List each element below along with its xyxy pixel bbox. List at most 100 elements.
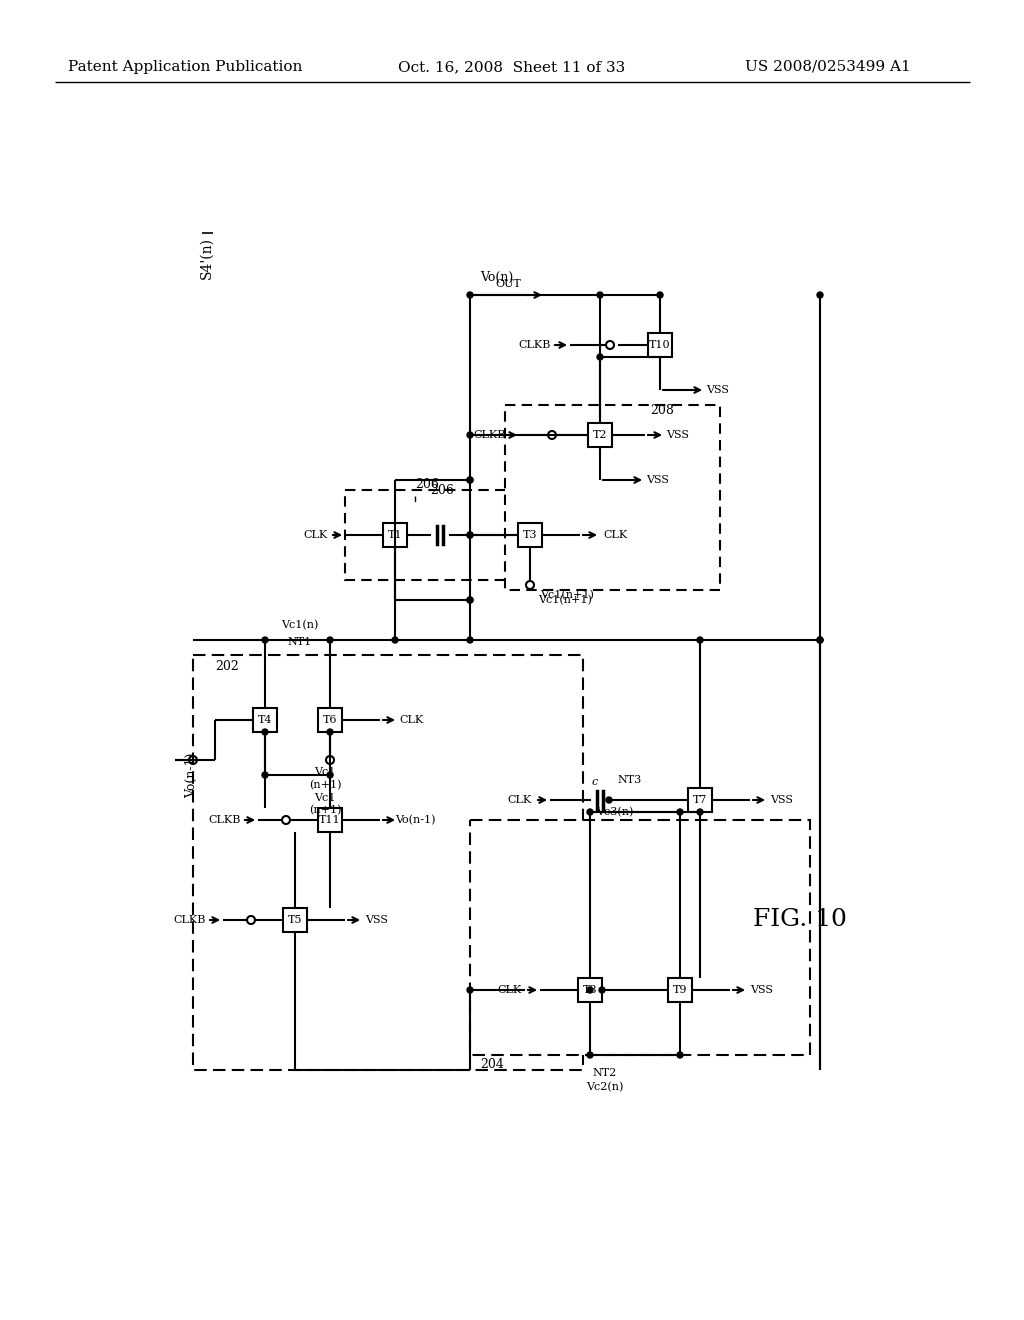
Bar <box>283 908 307 932</box>
Text: VSS: VSS <box>707 385 729 395</box>
Text: T10: T10 <box>649 341 671 350</box>
Text: CLK: CLK <box>508 795 532 805</box>
Circle shape <box>817 292 823 298</box>
Circle shape <box>262 772 268 777</box>
Circle shape <box>597 292 603 298</box>
Bar <box>688 788 712 812</box>
Text: Patent Application Publication: Patent Application Publication <box>68 59 302 74</box>
Text: 204: 204 <box>480 1059 504 1072</box>
Text: VSS: VSS <box>646 475 670 484</box>
Bar <box>578 978 602 1002</box>
Circle shape <box>817 638 823 643</box>
Circle shape <box>467 597 473 603</box>
Text: T2: T2 <box>593 430 607 440</box>
Text: NT3: NT3 <box>617 775 642 785</box>
Circle shape <box>327 772 333 777</box>
Circle shape <box>467 432 473 438</box>
Text: FIG. 10: FIG. 10 <box>753 908 847 932</box>
Circle shape <box>697 809 703 814</box>
Text: VSS: VSS <box>751 985 773 995</box>
Text: CLK: CLK <box>303 531 327 540</box>
Circle shape <box>327 729 333 735</box>
Circle shape <box>467 477 473 483</box>
Text: NT1: NT1 <box>288 638 312 647</box>
Text: T7: T7 <box>693 795 708 805</box>
Text: Oct. 16, 2008  Sheet 11 of 33: Oct. 16, 2008 Sheet 11 of 33 <box>398 59 626 74</box>
Bar <box>253 708 278 733</box>
Circle shape <box>467 532 473 539</box>
Text: Vc1(n+1): Vc1(n+1) <box>540 590 594 601</box>
Text: T5: T5 <box>288 915 302 925</box>
Circle shape <box>467 597 473 603</box>
Text: VSS: VSS <box>667 430 689 440</box>
Text: 208: 208 <box>650 404 674 417</box>
Text: c: c <box>592 777 598 787</box>
Circle shape <box>677 809 683 814</box>
Circle shape <box>467 987 473 993</box>
Text: CLKB: CLKB <box>209 814 242 825</box>
Bar <box>193 655 583 1071</box>
Text: Vc2(n): Vc2(n) <box>587 1082 624 1092</box>
Text: OUT: OUT <box>496 279 521 289</box>
Text: Vc1: Vc1 <box>314 793 336 803</box>
Bar <box>648 333 672 356</box>
Text: NT2: NT2 <box>593 1068 617 1078</box>
Bar <box>668 978 692 1002</box>
Circle shape <box>467 292 473 298</box>
Text: CLKB: CLKB <box>474 430 506 440</box>
Text: T6: T6 <box>323 715 337 725</box>
Circle shape <box>587 987 593 993</box>
Text: Vc1(n+1): Vc1(n+1) <box>538 595 592 605</box>
Text: 202: 202 <box>215 660 239 673</box>
Text: T9: T9 <box>673 985 687 995</box>
Text: Vo(n-1): Vo(n-1) <box>394 814 435 825</box>
Bar <box>518 523 542 546</box>
Circle shape <box>392 638 398 643</box>
Text: VSS: VSS <box>366 915 388 925</box>
Text: CLK: CLK <box>603 531 627 540</box>
Text: 206: 206 <box>430 483 454 496</box>
Text: VSS: VSS <box>770 795 794 805</box>
Text: Vc3(n): Vc3(n) <box>596 807 634 817</box>
Bar <box>505 405 720 590</box>
Circle shape <box>262 729 268 735</box>
Text: T4: T4 <box>258 715 272 725</box>
Text: CLK: CLK <box>498 985 522 995</box>
Circle shape <box>657 292 663 298</box>
Circle shape <box>599 987 605 993</box>
Circle shape <box>262 638 268 643</box>
Text: T8: T8 <box>583 985 597 995</box>
Text: US 2008/0253499 A1: US 2008/0253499 A1 <box>745 59 911 74</box>
Text: T3: T3 <box>522 531 538 540</box>
Circle shape <box>587 809 593 814</box>
Circle shape <box>587 1052 593 1059</box>
Text: (n+1): (n+1) <box>309 805 341 816</box>
Text: 206: 206 <box>415 478 439 491</box>
Circle shape <box>467 477 473 483</box>
Text: Vc1(n): Vc1(n) <box>282 620 318 630</box>
Text: CLKB: CLKB <box>174 915 206 925</box>
Circle shape <box>467 532 473 539</box>
Circle shape <box>606 797 612 803</box>
Bar <box>470 820 810 1055</box>
Bar <box>383 523 407 546</box>
Text: CLKB: CLKB <box>519 341 551 350</box>
Circle shape <box>697 638 703 643</box>
Text: Vc1: Vc1 <box>314 767 336 777</box>
Text: (n+1): (n+1) <box>309 780 341 791</box>
Text: S4'(n): S4'(n) <box>200 238 214 279</box>
Text: Vo(n): Vo(n) <box>480 271 513 284</box>
Circle shape <box>597 354 603 360</box>
Text: Vo(n-1): Vo(n-1) <box>185 752 198 797</box>
Text: CLK: CLK <box>400 715 424 725</box>
Bar <box>318 808 342 832</box>
Text: T1: T1 <box>388 531 402 540</box>
Circle shape <box>817 638 823 643</box>
Text: T11: T11 <box>319 814 341 825</box>
Circle shape <box>677 1052 683 1059</box>
Circle shape <box>327 638 333 643</box>
Circle shape <box>467 638 473 643</box>
Bar <box>318 708 342 733</box>
Bar <box>345 490 555 579</box>
Bar <box>588 422 612 447</box>
